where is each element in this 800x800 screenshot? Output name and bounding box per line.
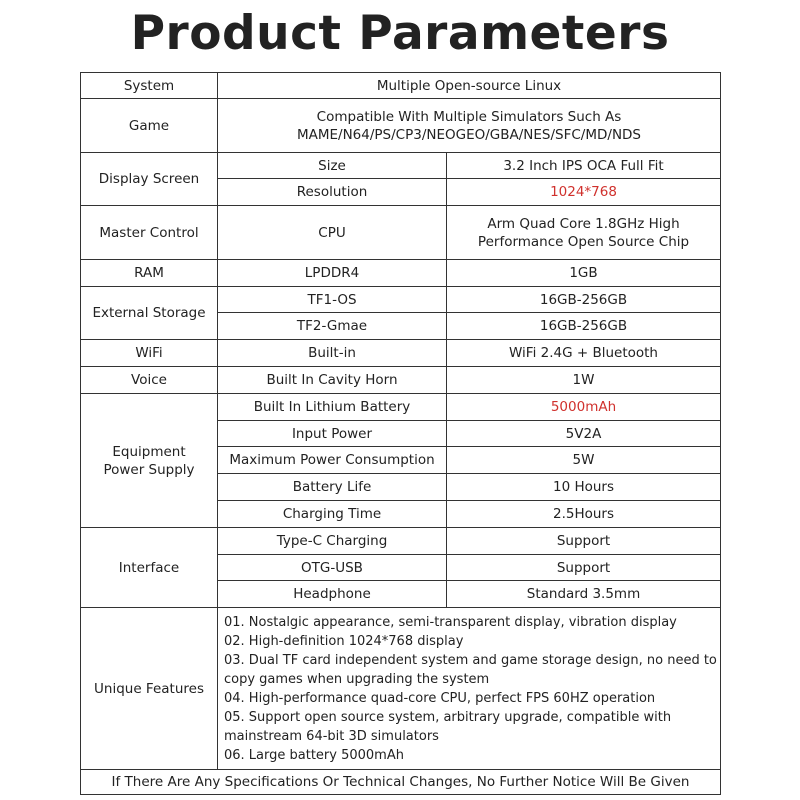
sub-max-power: Maximum Power Consumption: [217, 446, 447, 474]
sub-cpu: CPU: [217, 205, 447, 260]
row-display-size: Display Screen Size 3.2 Inch IPS OCA Ful…: [80, 152, 721, 206]
row-master: Master Control CPU Arm Quad Core 1.8GHz …: [80, 205, 721, 260]
sub-size: Size: [217, 152, 447, 179]
value-headphone: Standard 3.5mm: [446, 580, 721, 608]
value-cpu-line1: Arm Quad Core 1.8GHz High: [487, 215, 680, 232]
row-voice: Voice Built In Cavity Horn 1W: [80, 366, 721, 394]
sub-voice: Built In Cavity Horn: [217, 366, 447, 394]
sub-resolution: Resolution: [217, 178, 447, 206]
parameters-table: System Multiple Open-source Linux Game C…: [80, 72, 721, 795]
sub-input-power: Input Power: [217, 420, 447, 447]
value-game: Compatible With Multiple Simulators Such…: [217, 98, 721, 153]
label-power-line2: Power Supply: [103, 461, 195, 478]
row-display-resolution: Resolution 1024*768: [81, 178, 721, 206]
label-power: Equipment Power Supply: [80, 393, 218, 528]
value-otg: Support: [446, 554, 721, 581]
row-storage-tf1: External Storage TF1-OS 16GB-256GB: [80, 286, 721, 340]
sub-tf1: TF1-OS: [217, 286, 447, 313]
row-interface-otg: OTG-USB Support: [81, 554, 721, 581]
sub-ram: LPDDR4: [217, 259, 447, 287]
value-tf2: 16GB-256GB: [446, 312, 721, 340]
label-interface: Interface: [80, 527, 218, 608]
feature-line: mainstream 64-bit 3D simulators: [224, 728, 439, 744]
sub-typec: Type-C Charging: [217, 527, 447, 555]
row-power-charging: Charging Time 2.5Hours: [81, 500, 721, 528]
value-system: Multiple Open-source Linux: [217, 72, 721, 99]
value-game-line1: Compatible With Multiple Simulators Such…: [316, 108, 622, 125]
row-features: Unique Features 01. Nostalgic appearance…: [80, 607, 721, 770]
sub-wifi: Built-in: [217, 339, 447, 367]
label-display: Display Screen: [80, 152, 218, 206]
row-wifi: WiFi Built-in WiFi 2.4G + Bluetooth: [80, 339, 721, 367]
sub-otg: OTG-USB: [217, 554, 447, 581]
row-interface-typec: Interface Type-C Charging Support: [80, 527, 721, 608]
page-title: Product Parameters: [130, 6, 670, 61]
row-power-battery: Equipment Power Supply Built In Lithium B…: [80, 393, 721, 528]
row-footer: If There Are Any Specifications Or Techn…: [80, 769, 721, 795]
label-voice: Voice: [80, 366, 218, 394]
label-ram: RAM: [80, 259, 218, 287]
value-battery-life: 10 Hours: [446, 473, 721, 501]
feature-line: 05. Support open source system, arbitrar…: [224, 709, 672, 725]
value-ram: 1GB: [446, 259, 721, 287]
row-game: Game Compatible With Multiple Simulators…: [80, 98, 721, 153]
row-storage-tf2: TF2-Gmae 16GB-256GB: [81, 312, 721, 340]
value-battery: 5000mAh: [446, 393, 721, 421]
row-ram: RAM LPDDR4 1GB: [80, 259, 721, 287]
value-game-line2: MAME/N64/PS/CP3/NEOGEO/GBA/NES/SFC/MD/ND…: [296, 126, 642, 143]
value-max-power: 5W: [446, 446, 721, 474]
feature-line: 01. Nostalgic appearance, semi-transpare…: [224, 614, 677, 630]
value-tf1: 16GB-256GB: [446, 286, 721, 313]
sub-battery: Built In Lithium Battery: [217, 393, 447, 421]
row-power-input: Input Power 5V2A: [81, 420, 721, 447]
row-power-life: Battery Life 10 Hours: [81, 473, 721, 501]
sub-headphone: Headphone: [217, 580, 447, 608]
value-cpu-line2: Performance Open Source Chip: [477, 233, 690, 250]
value-charging-time: 2.5Hours: [446, 500, 721, 528]
label-system: System: [80, 72, 218, 99]
value-typec: Support: [446, 527, 721, 555]
row-power-max: Maximum Power Consumption 5W: [81, 446, 721, 474]
label-wifi: WiFi: [80, 339, 218, 367]
label-master: Master Control: [80, 205, 218, 260]
label-features: Unique Features: [80, 607, 218, 770]
label-game: Game: [80, 98, 218, 153]
feature-line: 03. Dual TF card independent system and …: [224, 652, 717, 668]
feature-line: 02. High-definition 1024*768 display: [224, 633, 464, 649]
row-system: System Multiple Open-source Linux: [80, 72, 721, 99]
value-voice: 1W: [446, 366, 721, 394]
value-resolution: 1024*768: [446, 178, 721, 206]
row-interface-headphone: Headphone Standard 3.5mm: [81, 580, 721, 608]
footer-note: If There Are Any Specifications Or Techn…: [80, 769, 721, 795]
feature-line: 06. Large battery 5000mAh: [224, 747, 404, 763]
value-input-power: 5V2A: [446, 420, 721, 447]
label-storage: External Storage: [80, 286, 218, 340]
sub-charging-time: Charging Time: [217, 500, 447, 528]
feature-line: 04. High-performance quad-core CPU, perf…: [224, 690, 656, 706]
value-cpu: Arm Quad Core 1.8GHz High Performance Ope…: [446, 205, 721, 260]
features-list: 01. Nostalgic appearance, semi-transpare…: [217, 607, 721, 770]
feature-line: copy games when upgrading the system: [224, 671, 490, 687]
sub-tf2: TF2-Gmae: [217, 312, 447, 340]
value-wifi: WiFi 2.4G + Bluetooth: [446, 339, 721, 367]
label-power-line1: Equipment: [112, 443, 186, 460]
sub-battery-life: Battery Life: [217, 473, 447, 501]
value-size: 3.2 Inch IPS OCA Full Fit: [446, 152, 721, 179]
